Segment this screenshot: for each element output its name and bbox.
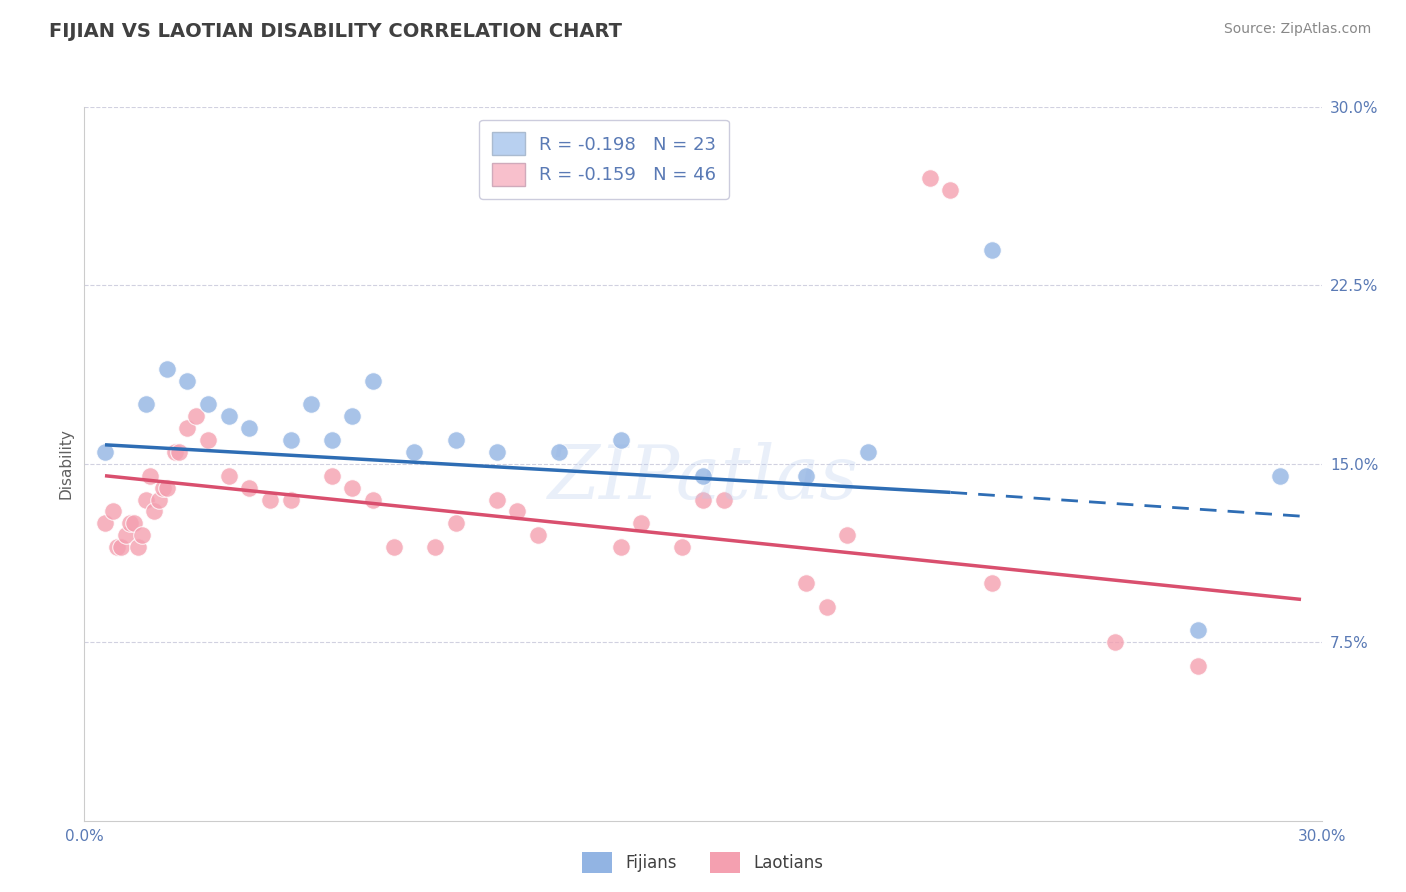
Point [321, 468, 343, 483]
Point [122, 516, 145, 531]
Point [444, 516, 467, 531]
Point [342, 481, 364, 495]
Legend: Fijians, Laotians: Fijians, Laotians [575, 846, 831, 880]
Point [794, 468, 817, 483]
Point [382, 540, 405, 554]
Text: FIJIAN VS LAOTIAN DISABILITY CORRELATION CHART: FIJIAN VS LAOTIAN DISABILITY CORRELATION… [49, 22, 623, 41]
Point [135, 397, 157, 411]
Point [131, 528, 153, 542]
Point [547, 445, 569, 459]
Point [218, 409, 240, 424]
Point [152, 481, 174, 495]
Point [485, 445, 508, 459]
Point [135, 492, 157, 507]
Point [94, 516, 117, 531]
Point [94, 445, 117, 459]
Point [165, 445, 187, 459]
Point [321, 433, 343, 447]
Text: ZIPatlas: ZIPatlas [547, 442, 859, 515]
Point [259, 492, 281, 507]
Point [361, 492, 384, 507]
Point [527, 528, 550, 542]
Point [127, 540, 149, 554]
Point [280, 433, 302, 447]
Point [980, 243, 1002, 257]
Text: Source: ZipAtlas.com: Source: ZipAtlas.com [1223, 22, 1371, 37]
Point [506, 504, 529, 518]
Point [238, 481, 260, 495]
Point [1187, 659, 1209, 673]
Point [1270, 468, 1292, 483]
Point [176, 421, 198, 435]
Point [361, 374, 384, 388]
Point [176, 374, 198, 388]
Point [939, 183, 962, 197]
Point [299, 397, 322, 411]
Point [444, 433, 467, 447]
Point [167, 445, 190, 459]
Point [105, 540, 128, 554]
Point [103, 504, 125, 518]
Point [609, 433, 631, 447]
Point [139, 468, 162, 483]
Point [280, 492, 302, 507]
Point [856, 445, 879, 459]
Point [148, 492, 170, 507]
Y-axis label: Disability: Disability [58, 428, 73, 500]
Point [630, 516, 652, 531]
Point [404, 445, 426, 459]
Point [713, 492, 735, 507]
Point [238, 421, 260, 435]
Point [1187, 624, 1209, 638]
Point [837, 528, 859, 542]
Point [1104, 635, 1126, 649]
Point [110, 540, 132, 554]
Point [423, 540, 446, 554]
Point [794, 575, 817, 590]
Point [143, 504, 166, 518]
Point [197, 397, 219, 411]
Point [156, 361, 179, 376]
Point [218, 468, 240, 483]
Point [692, 492, 714, 507]
Point [156, 481, 179, 495]
Point [342, 409, 364, 424]
Legend: R = -0.198   N = 23, R = -0.159   N = 46: R = -0.198 N = 23, R = -0.159 N = 46 [479, 120, 728, 199]
Point [197, 433, 219, 447]
Point [485, 492, 508, 507]
Point [918, 171, 941, 186]
Point [118, 516, 141, 531]
Point [609, 540, 631, 554]
Point [671, 540, 693, 554]
Point [114, 528, 136, 542]
Point [980, 575, 1002, 590]
Point [692, 468, 714, 483]
Point [815, 599, 838, 614]
Point [184, 409, 207, 424]
